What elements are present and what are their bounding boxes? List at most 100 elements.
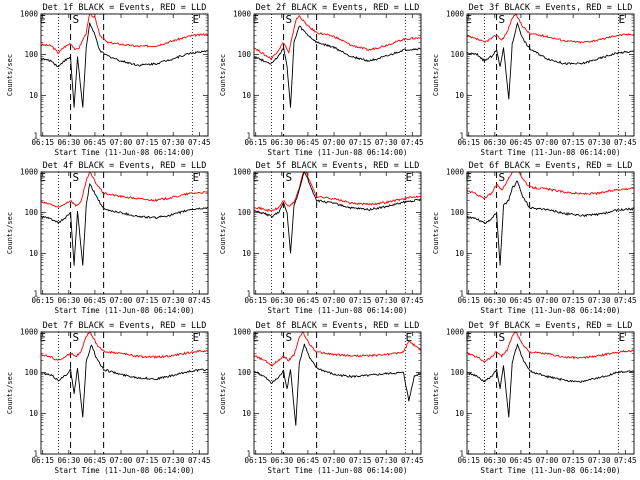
lld-series-line [40,171,209,208]
y-tick-label: 1000 [20,168,39,177]
segment-marker-label: S [498,331,505,344]
x-tick-label: 07:30 [162,138,185,147]
events-series-line [466,343,635,418]
x-tick-label: 07:45 [188,456,211,465]
segment-marker-label: S [72,331,79,344]
y-tick-label: 100 [24,50,38,59]
y-tick-label: 100 [237,208,251,217]
segment-marker-label: S [498,171,505,184]
y-tick-label: 100 [237,368,251,377]
plot-frame [253,331,422,455]
events-series-line [40,22,209,108]
x-tick-label: 07:15 [349,296,372,305]
panel-title: Det 1f BLACK = Events, RED = LLD [43,3,207,13]
x-tick-label: 06:45 [510,296,533,305]
y-tick-label: 1000 [446,168,465,177]
x-tick-label: 07:15 [136,296,159,305]
events-series-line [40,344,209,418]
y-tick-label: 1000 [446,10,465,19]
x-axis-label: Start Time (11-Jun-08 06:14:00) [268,148,408,157]
plot-frame [253,13,422,137]
segment-marker-label: E [406,331,413,344]
segment-marker-label: E [252,331,259,344]
x-axis-label: Start Time (11-Jun-08 06:14:00) [55,148,195,157]
y-tick-label: 1 [246,450,251,459]
detector-panel: Det 3f BLACK = Events, RED = LLD Counts/s… [432,3,637,157]
detector-panel: Det 8f BLACK = Events, RED = LLD Counts/s… [219,321,424,475]
events-series-line [253,343,422,426]
x-tick-label: 07:15 [562,138,585,147]
x-axis-label: Start Time (11-Jun-08 06:14:00) [481,306,621,315]
x-axis-label: Start Time (11-Jun-08 06:14:00) [55,466,195,475]
segment-marker-label: E [465,171,472,184]
x-tick-label: 07:30 [588,456,611,465]
x-tick-label: 06:15 [31,138,54,147]
x-axis-label: Start Time (11-Jun-08 06:14:00) [481,466,621,475]
y-tick-label: 10 [242,409,252,418]
y-tick-label: 1000 [446,328,465,337]
x-axis-label: Start Time (11-Jun-08 06:14:00) [268,306,408,315]
x-tick-label: 07:15 [349,456,372,465]
lld-series-line [41,331,209,361]
x-tick-label: 06:45 [510,456,533,465]
panel-title: Det 9f BLACK = Events, RED = LLD [469,321,633,331]
segment-marker-label: E [252,13,259,26]
y-axis-label: Counts/sec [6,54,14,96]
y-tick-label: 1 [459,450,464,459]
x-tick-label: 06:45 [84,296,107,305]
y-tick-label: 1 [459,132,464,141]
y-tick-label: 1 [33,132,38,141]
events-series-line [253,25,422,108]
segment-marker-label: E [252,171,259,184]
detector-panel: Det 4f BLACK = Events, RED = LLD Counts/s… [6,161,211,315]
segment-marker-label: E [39,331,46,344]
segment-marker-label: E [465,331,472,344]
y-tick-label: 100 [237,50,251,59]
y-tick-label: 10 [242,91,252,100]
y-tick-label: 100 [24,208,38,217]
x-tick-label: 07:00 [323,296,346,305]
x-tick-label: 07:00 [536,138,559,147]
x-tick-label: 07:15 [136,456,159,465]
segment-marker-label: E [193,331,200,344]
x-tick-label: 06:15 [244,456,267,465]
events-series-line [253,170,422,254]
segment-marker-label: S [72,13,79,26]
y-tick-label: 10 [455,249,465,258]
x-tick-label: 06:15 [457,138,480,147]
y-axis-label: Counts/sec [219,212,227,254]
segment-marker-label: S [72,171,79,184]
x-tick-label: 06:30 [58,138,81,147]
y-axis-label: Counts/sec [219,54,227,96]
x-tick-label: 07:00 [323,456,346,465]
x-tick-label: 07:00 [536,456,559,465]
x-tick-label: 07:30 [375,296,398,305]
x-tick-label: 07:30 [375,138,398,147]
x-tick-label: 07:45 [188,138,211,147]
y-tick-label: 1000 [20,328,39,337]
panel-title: Det 7f BLACK = Events, RED = LLD [43,321,207,331]
x-tick-label: 06:30 [58,456,81,465]
x-tick-label: 07:15 [562,296,585,305]
x-tick-label: 07:45 [614,456,637,465]
y-tick-label: 10 [29,249,39,258]
x-tick-label: 07:30 [162,456,185,465]
panel-title: Det 8f BLACK = Events, RED = LLD [256,321,420,331]
detector-panel: Det 2f BLACK = Events, RED = LLD Counts/s… [219,3,424,157]
y-tick-label: 1000 [233,328,252,337]
events-series-line [466,21,635,100]
y-tick-label: 100 [450,50,464,59]
x-tick-label: 07:15 [136,138,159,147]
plot-frame [40,331,209,455]
lld-series-line [466,171,635,200]
events-series-line [40,183,209,266]
lld-series-line [253,14,422,60]
y-tick-label: 1 [33,290,38,299]
y-tick-label: 1 [459,290,464,299]
x-tick-label: 06:45 [297,456,320,465]
x-tick-label: 07:30 [375,456,398,465]
x-tick-label: 07:45 [401,456,424,465]
segment-marker-label: E [39,171,46,184]
events-series-line [466,180,635,266]
